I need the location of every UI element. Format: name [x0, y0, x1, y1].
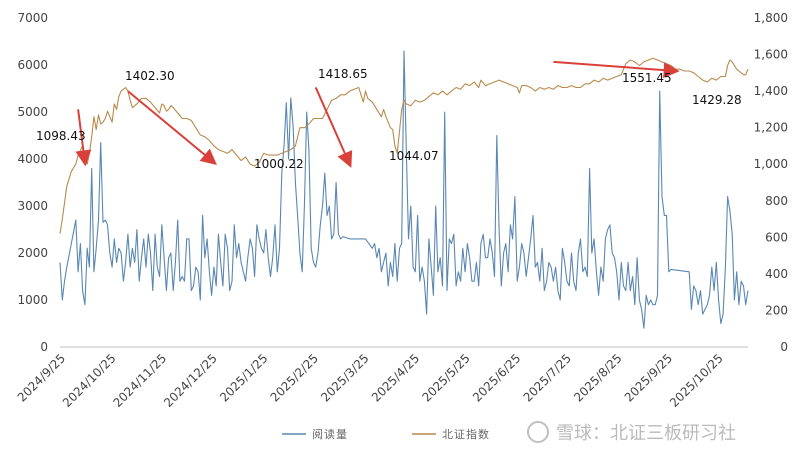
annotation-arrow — [553, 60, 680, 79]
x-tick-label: 2025/8/25 — [571, 351, 624, 404]
left-tick-label: 2000 — [17, 246, 48, 260]
x-tick-label: 2025/2/25 — [268, 351, 321, 404]
snowball-logo-icon — [527, 421, 549, 443]
x-tick-label: 2025/4/25 — [369, 351, 422, 404]
left-tick-label: 4000 — [17, 152, 48, 166]
annotation-label: 1551.45 — [622, 71, 672, 85]
annotation-label: 1000.22 — [254, 157, 304, 171]
right-y-axis: 0 200 400 600 800 1,000 1,200 1,400 1,600 1,800 — [754, 11, 788, 354]
x-tick-label: 2025/5/25 — [419, 351, 472, 404]
legend-label: 阅读量 — [312, 427, 348, 441]
left-tick-label: 5000 — [17, 105, 48, 119]
watermark-text: 雪球：北证三板研习社 — [556, 423, 736, 444]
left-tick-label: 0 — [40, 340, 48, 354]
x-tick-label: 2025/9/25 — [622, 351, 675, 404]
annotation-layer: 1098.43 1402.30 1000.22 1418.65 1044.07 1551.… — [36, 60, 742, 171]
annotation-label: 1044.07 — [389, 149, 439, 163]
x-tick-label: 2025/6/25 — [470, 351, 523, 404]
annotation-label: 1418.65 — [318, 67, 368, 81]
x-tick-label: 2024/12/25 — [161, 351, 220, 410]
x-tick-label: 2024/11/25 — [110, 351, 169, 410]
right-tick-label: 1,600 — [754, 48, 788, 62]
right-tick-label: 1,200 — [754, 121, 788, 135]
annotation-label: 1429.28 — [692, 93, 742, 107]
annotation-arrow — [127, 90, 217, 165]
right-tick-label: 400 — [765, 267, 788, 281]
x-axis: 2024/9/252024/10/252024/11/252024/12/252… — [15, 346, 748, 410]
series-line-index — [59, 57, 749, 234]
left-tick-label: 7000 — [17, 11, 48, 25]
left-tick-label: 3000 — [17, 199, 48, 213]
left-tick-label: 1000 — [17, 293, 48, 307]
series-layer — [59, 50, 749, 329]
x-tick-label: 2025/10/25 — [667, 351, 726, 410]
right-tick-label: 1,800 — [754, 11, 788, 25]
watermark: 雪球：北证三板研习社 — [527, 421, 736, 444]
left-y-axis: 0 1000 2000 3000 4000 5000 6000 7000 — [17, 11, 48, 354]
legend-label: 北证指数 — [442, 427, 490, 441]
annotation-arrow — [75, 109, 92, 167]
annotation-arrow — [314, 87, 353, 168]
x-tick-label: 2025/1/25 — [217, 351, 270, 404]
right-tick-label: 1,000 — [754, 157, 788, 171]
annotation-label: 1098.43 — [36, 129, 86, 143]
x-tick-label: 2024/9/25 — [15, 351, 68, 404]
x-tick-label: 2025/7/25 — [521, 351, 574, 404]
left-tick-label: 6000 — [17, 58, 48, 72]
x-tick-label: 2024/10/25 — [60, 351, 119, 410]
right-tick-label: 0 — [780, 340, 788, 354]
series-line-reads — [59, 50, 749, 329]
right-tick-label: 800 — [765, 194, 788, 208]
legend: 阅读量 北证指数 — [282, 427, 490, 441]
annotation-label: 1402.30 — [125, 69, 175, 83]
right-tick-label: 200 — [765, 303, 788, 317]
right-tick-label: 1,400 — [754, 84, 788, 98]
right-tick-label: 600 — [765, 230, 788, 244]
x-tick-label: 2025/3/25 — [318, 351, 371, 404]
